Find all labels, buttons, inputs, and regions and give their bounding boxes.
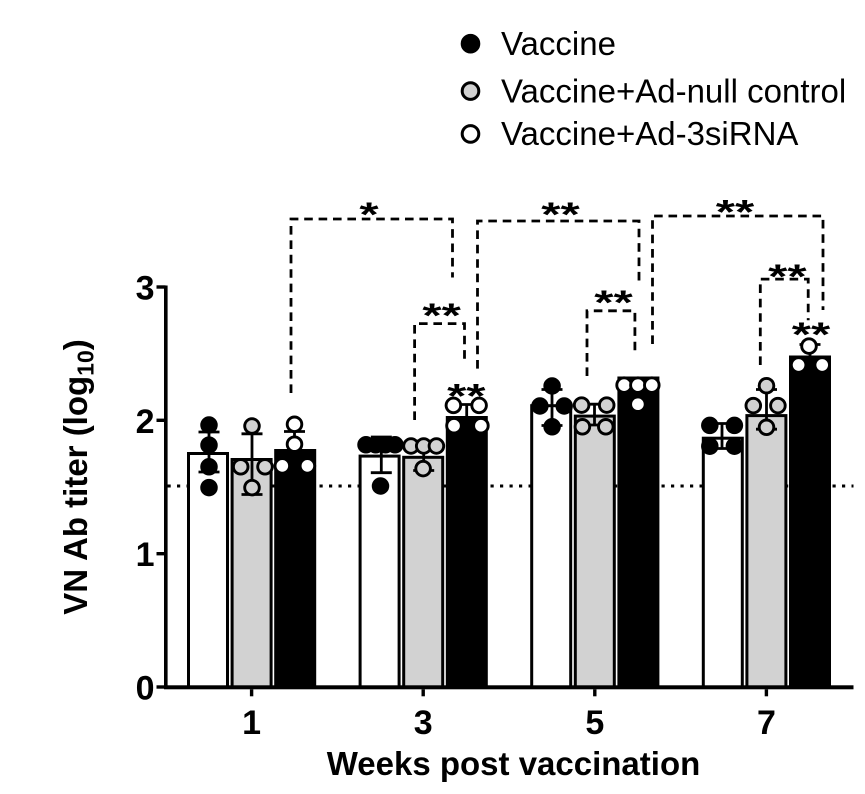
svg-text:*: * xyxy=(359,196,379,234)
svg-text:**: ** xyxy=(792,316,831,354)
svg-text:3: 3 xyxy=(414,704,433,742)
svg-text:7: 7 xyxy=(757,704,776,742)
svg-text:3: 3 xyxy=(136,270,155,308)
svg-text:5: 5 xyxy=(585,704,604,742)
svg-text:Weeks post vaccination: Weeks post vaccination xyxy=(327,745,701,782)
svg-text:1: 1 xyxy=(136,536,155,574)
svg-text:2: 2 xyxy=(136,403,155,441)
svg-text:**: ** xyxy=(594,284,633,322)
svg-text:Vaccine+Ad-null control: Vaccine+Ad-null control xyxy=(501,72,846,109)
svg-text:**: ** xyxy=(447,378,486,416)
svg-text:**: ** xyxy=(768,258,807,296)
svg-text:**: ** xyxy=(541,196,580,234)
svg-text:1: 1 xyxy=(242,704,261,742)
svg-text:VN Ab titer (log10): VN Ab titer (log10) xyxy=(57,339,99,615)
svg-text:**: ** xyxy=(422,297,461,335)
svg-text:**: ** xyxy=(716,194,755,232)
svg-text:Vaccine+Ad-3siRNA: Vaccine+Ad-3siRNA xyxy=(501,115,798,152)
svg-text:Vaccine: Vaccine xyxy=(501,25,616,62)
svg-text:0: 0 xyxy=(136,670,155,708)
